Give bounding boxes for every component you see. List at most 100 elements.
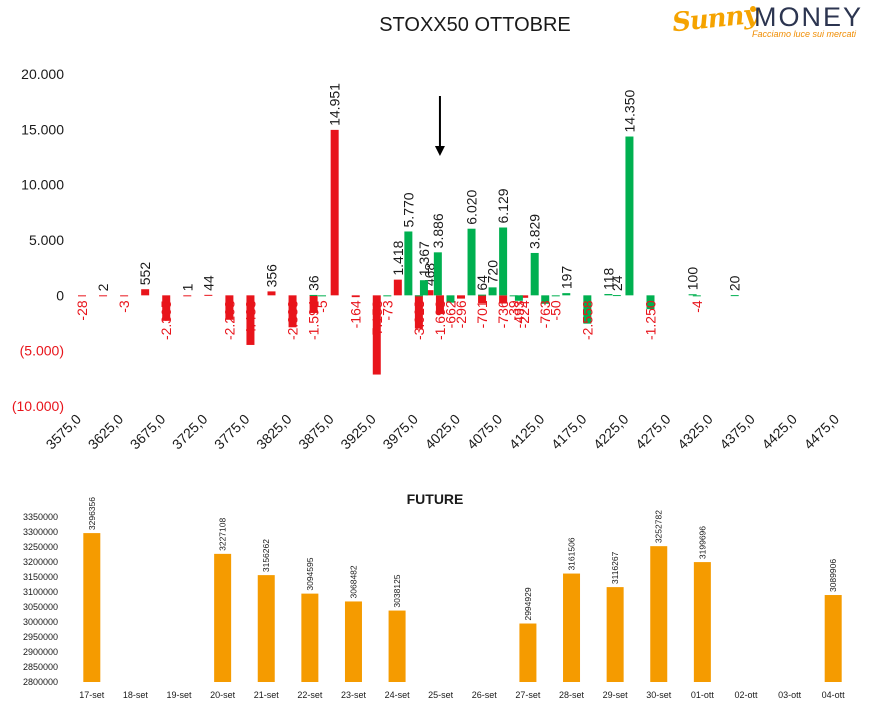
future-chart-title: FUTURE [406,491,464,507]
bar-put [330,129,339,296]
data-label-put: 14.951 [327,83,343,126]
future-data-label: 3252782 [654,510,664,543]
future-y-tick-label: 3150000 [23,572,58,582]
y-tick-label: 15.000 [21,121,64,137]
future-x-tick-label: 17-set [79,690,105,700]
bar-call [692,295,701,297]
logo-tagline: Facciamo luce sui mercati [752,29,857,39]
bar-call [688,294,697,296]
data-label-put: -7.158 [369,300,385,340]
bar-put [183,295,192,297]
data-label-put: -1.594 [306,300,322,340]
bar-call [562,293,571,296]
future-x-tick-label: 02-ott [734,690,758,700]
future-bar [257,575,275,682]
future-x-tick-label: 26-set [472,690,498,700]
data-label-call: -2.558 [579,300,595,340]
future-data-label: 3156262 [261,539,271,572]
future-x-tick-label: 03-ott [778,690,802,700]
bar-put [351,295,360,298]
data-label-put: -164 [348,300,364,328]
future-bar [563,573,581,682]
data-label-call: 64 [474,275,490,291]
future-x-tick-label: 19-set [167,690,193,700]
data-label-put: -224 [516,300,532,328]
y-tick-label: 0 [56,287,64,303]
data-label-put: 552 [137,262,153,286]
data-label-put: -736 [495,300,511,328]
bar-put [204,294,213,296]
bar-put [246,295,255,345]
data-label-call: -1.250 [643,300,659,340]
data-label-call: 100 [685,267,701,291]
data-label-call: 20 [727,275,743,291]
bar-put [225,295,234,320]
annotation-arrow-head [434,146,445,156]
chart-title: STOXX50 OTTOBRE [379,14,571,36]
data-label-put: -2.888 [285,300,301,340]
data-label-put: -1.698 [432,300,448,340]
data-label-put: -3 [116,300,132,313]
bar-call [433,252,442,296]
bar-call [446,295,455,303]
bar-call [646,295,655,310]
future-data-label: 3089906 [828,559,838,592]
future-data-label: 3199696 [697,526,707,559]
bar-call [478,294,487,296]
bar-call [514,295,523,301]
bar-call [467,228,476,296]
future-x-tick-label: 20-set [210,690,236,700]
future-data-label: 3227108 [218,518,228,551]
data-label-put: -4.483 [242,300,258,340]
future-bar [388,610,406,682]
bar-put [457,295,465,299]
data-label-call: 6.129 [495,188,511,223]
future-y-tick-label: 3350000 [23,512,58,522]
future-x-tick-label: 30-set [646,690,672,700]
bar-call [625,136,634,296]
bar-call [309,294,318,296]
future-data-label: 3068482 [348,565,358,598]
data-label-call: -13 [411,300,427,320]
bar-put [162,295,171,321]
future-data-label: 3116267 [610,551,620,584]
bar-put [141,289,150,296]
future-y-tick-label: 2950000 [23,632,58,642]
data-label-call: -493 [511,300,527,328]
open-interest-chart: (10.000) (5.000) 0 5.000 10.000 15.000 20.000 3… [12,66,842,452]
data-label-call: 118 [600,267,616,290]
data-label-put: -701 [474,300,490,328]
bar-put [435,295,444,315]
future-bar [519,623,537,682]
data-label-call: 3.886 [430,213,446,248]
data-label-call: -763 [537,300,553,328]
bar-call [583,295,592,324]
bar-put [288,295,297,328]
bar-call [419,280,428,296]
future-x-tick-label: 27-set [515,690,541,700]
future-x-tick-label: 18-set [123,690,149,700]
future-bar [824,595,842,682]
data-label-put: 44 [200,275,216,291]
future-y-tick-label: 2900000 [23,647,58,657]
y-tick-label: 20.000 [21,66,64,82]
bar-put [120,295,129,297]
future-x-tick-label: 24-set [385,690,411,700]
data-label-call: 14.350 [621,89,637,132]
bar-call [730,295,739,297]
future-bar [606,587,624,682]
data-label-call: -50 [548,300,564,320]
future-bar [214,553,232,682]
y-tick-label: 10.000 [21,177,64,193]
data-label-call: 3.829 [527,214,543,249]
data-label-put: 1.418 [390,240,406,275]
sun-dot-icon [750,6,756,12]
data-label-call: -662 [442,300,458,328]
bar-put [393,279,402,296]
data-label-call: 5.770 [400,192,416,227]
data-label-call: -73 [379,300,395,320]
future-y-tick-label: 3000000 [23,617,58,627]
bar-put [478,295,487,304]
future-y-tick-label: 3200000 [23,557,58,567]
